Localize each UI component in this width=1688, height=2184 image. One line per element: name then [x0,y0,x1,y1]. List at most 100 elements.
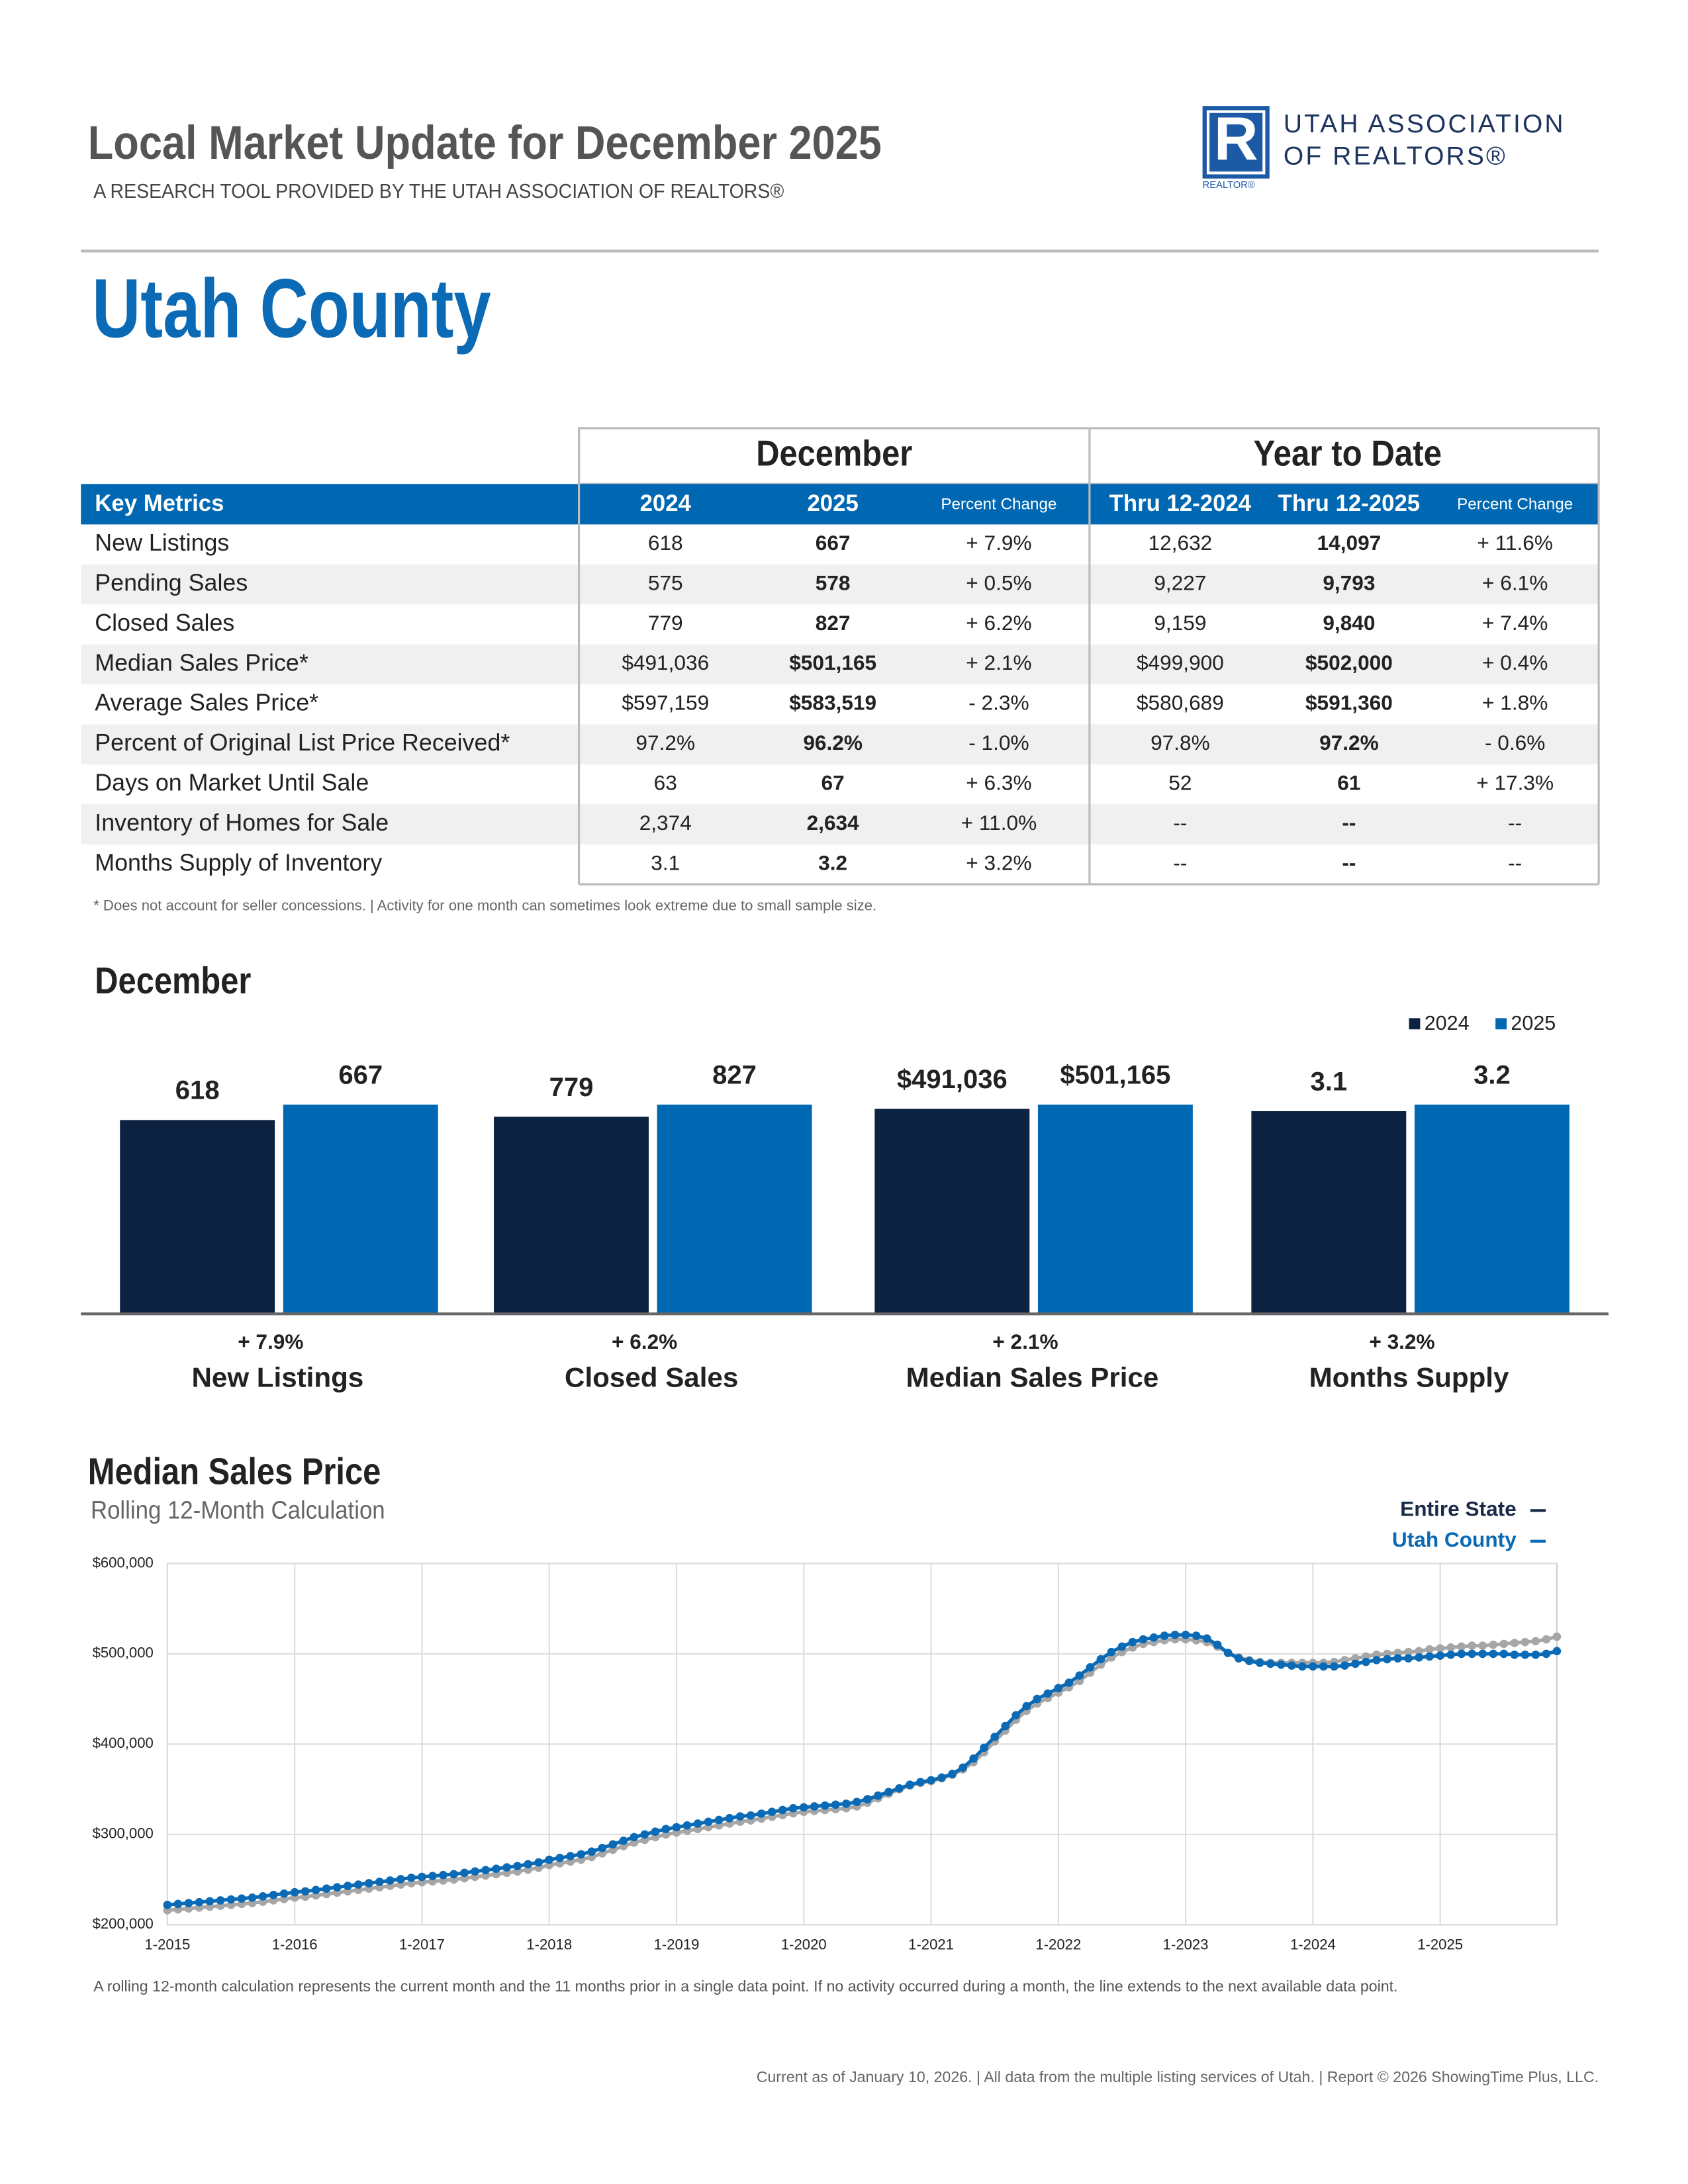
table-cell: 2,634 [807,811,860,835]
row-label: Median Sales Price* [95,649,308,676]
series-point [1468,1649,1477,1659]
bar [1251,1111,1407,1314]
row-label: Closed Sales [95,610,234,636]
table-cell: $583,519 [789,691,876,715]
series-point [651,1827,660,1837]
series-point [693,1819,702,1828]
series-point [1499,1639,1509,1649]
table-cell: 9,159 [1154,611,1206,635]
series-point [226,1895,236,1904]
series-point [735,1812,745,1821]
table-cell: - 0.6% [1485,731,1545,754]
table-cell: + 17.3% [1476,770,1554,794]
series-point [1298,1662,1307,1671]
x-tick-label: 1-2021 [908,1936,954,1953]
series-point [418,1872,426,1882]
series-point [1223,1649,1233,1657]
series-point [990,1733,1000,1741]
table-cell: 827 [816,611,851,635]
row-shade [81,564,1599,605]
row-label: Pending Sales [95,569,248,596]
table-cell: -- [1342,850,1356,874]
series-point [407,1873,416,1882]
series-point [1542,1635,1551,1644]
series-point [375,1878,384,1886]
series-point [927,1776,935,1785]
series-point [1457,1642,1466,1651]
series-point [1478,1641,1487,1650]
series-point [682,1821,692,1830]
category-label: Closed Sales [565,1361,738,1392]
bar-value-label: 618 [175,1076,220,1105]
series-point [1542,1649,1551,1659]
row-shade [81,724,1599,764]
logo-inner [1206,110,1266,175]
series-point [831,1800,840,1809]
y-tick-label: $600,000 [93,1554,154,1570]
page-footer: Current as of January 10, 2026. | All da… [757,2068,1599,2085]
table-cell: 667 [816,531,851,555]
series-point [1319,1662,1328,1671]
table-cell: $491,036 [622,651,709,674]
series-point [969,1754,978,1763]
series-point [884,1788,893,1796]
bar-value-label: 667 [338,1061,383,1090]
series-point [524,1860,532,1869]
chart-title: December [95,960,251,1002]
y-tick-label: $200,000 [93,1915,154,1932]
series-point [205,1897,214,1906]
table-cell: 14,097 [1317,531,1382,555]
y-tick-label: $400,000 [93,1735,154,1751]
series-point [757,1809,766,1818]
change-label: + 7.9% [238,1330,303,1353]
series-point [1022,1702,1031,1711]
series-point [301,1887,310,1896]
series-point [725,1813,734,1823]
series-point [874,1791,882,1800]
table-cell: + 3.2% [966,850,1031,874]
series-point [216,1896,225,1905]
column-header: 2024 [640,491,692,516]
table-cell: 9,793 [1323,570,1375,594]
series-point [1160,1631,1169,1640]
series-point [248,1893,257,1902]
series-point [714,1815,724,1825]
series-point [332,1883,342,1891]
series-point [1436,1644,1444,1653]
series-point [746,1811,755,1820]
series-point [1531,1650,1540,1659]
series-point [1309,1662,1317,1671]
series-point [853,1797,861,1807]
series-point [810,1802,819,1811]
table-cell: 2,374 [639,811,692,835]
series-point [1117,1642,1127,1651]
series-point [1478,1649,1487,1659]
table-cell: 578 [816,570,851,594]
series-point [1436,1651,1444,1660]
series-point [1149,1633,1158,1642]
series-point [513,1862,522,1870]
logo-caption: REALTOR® [1203,180,1255,191]
series-point [863,1795,872,1803]
bar-value-label: $491,036 [897,1065,1008,1094]
series-point [1372,1656,1381,1664]
series-point [311,1886,320,1895]
series-point [1086,1663,1095,1672]
series-point [1510,1650,1519,1659]
table-cell: + 0.4% [1482,651,1548,674]
table-cell: 575 [648,570,683,594]
series-point [1064,1678,1074,1687]
row-label: Days on Market Until Sale [95,770,369,796]
table-cell: 779 [648,611,683,635]
series-point [598,1843,607,1852]
legend-swatch [1495,1018,1507,1030]
category-label: New Listings [191,1361,363,1392]
column-header: 2025 [807,491,858,516]
series-point [1128,1637,1137,1647]
series-point [322,1884,331,1893]
table-cell: 52 [1168,770,1192,794]
series-point [1244,1657,1254,1666]
table-cell: 618 [648,531,683,555]
row-shade [81,644,1599,685]
